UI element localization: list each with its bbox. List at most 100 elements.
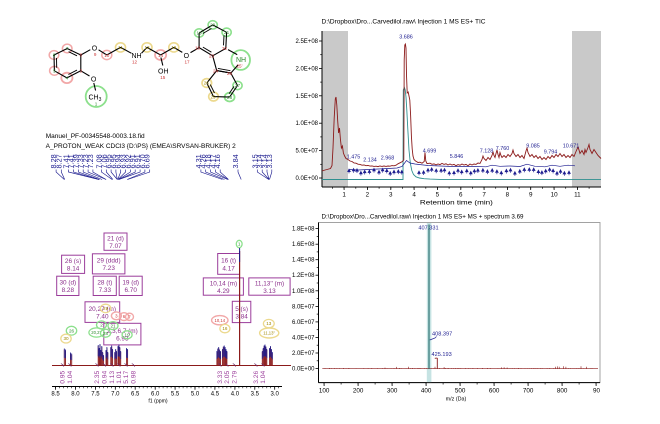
- svg-text:16: 16: [222, 326, 228, 331]
- svg-text:8.14: 8.14: [67, 266, 80, 273]
- svg-text:6.70: 6.70: [124, 287, 137, 294]
- svg-text:7.06: 7.06: [99, 154, 108, 168]
- svg-text:26: 26: [204, 81, 210, 86]
- svg-text:3: 3: [80, 69, 83, 74]
- svg-text:27: 27: [235, 83, 241, 88]
- svg-text:4.17: 4.17: [208, 154, 217, 168]
- svg-text:D:\Dropbox\Dro...Carvedilol.ra: D:\Dropbox\Dro...Carvedilol.raw\ Injecti…: [322, 214, 524, 221]
- svg-text:2: 2: [100, 323, 103, 328]
- svg-text:26: 26: [69, 328, 75, 333]
- svg-text:1.8E+08: 1.8E+08: [292, 227, 315, 233]
- svg-text:8.5: 8.5: [51, 391, 60, 397]
- svg-text:O: O: [184, 53, 190, 60]
- svg-text:4: 4: [66, 76, 69, 81]
- svg-text:7.39: 7.39: [71, 154, 80, 168]
- svg-text:19: 19: [125, 332, 131, 337]
- svg-text:6.0E+07: 6.0E+07: [292, 320, 315, 326]
- svg-text:21 (d): 21 (d): [107, 236, 124, 243]
- svg-text:90: 90: [593, 387, 601, 394]
- svg-text:0.95: 0.95: [59, 371, 66, 384]
- svg-text:400: 400: [421, 387, 432, 394]
- svg-text:15: 15: [160, 75, 166, 80]
- svg-text:25: 25: [227, 71, 233, 76]
- svg-text:4.0E+07: 4.0E+07: [292, 335, 315, 341]
- svg-text:408.397: 408.397: [432, 332, 452, 338]
- svg-text:2.0E+07: 2.0E+07: [292, 351, 315, 357]
- svg-text:4.18: 4.18: [204, 154, 213, 168]
- svg-text:O: O: [91, 77, 97, 84]
- svg-text:3.686: 3.686: [399, 35, 413, 41]
- svg-text:1.6E+08: 1.6E+08: [292, 242, 315, 248]
- svg-text:9: 9: [529, 192, 533, 199]
- svg-text:9.085: 9.085: [526, 144, 540, 150]
- svg-text:3.5: 3.5: [251, 391, 260, 397]
- svg-text:5.17: 5.17: [123, 371, 130, 384]
- svg-text:7.07: 7.07: [109, 243, 122, 250]
- svg-text:5.846: 5.846: [450, 154, 464, 160]
- svg-text:3: 3: [389, 192, 393, 199]
- svg-text:25': 25': [237, 64, 243, 69]
- svg-text:7.5: 7.5: [91, 391, 100, 397]
- svg-text:8.0E+07: 8.0E+07: [292, 304, 315, 310]
- svg-text:6.93: 6.93: [119, 154, 128, 168]
- svg-text:1.01: 1.01: [116, 371, 123, 384]
- svg-text:8.28: 8.28: [62, 287, 75, 294]
- svg-text:300: 300: [387, 387, 398, 394]
- svg-text:4.16: 4.16: [213, 154, 222, 168]
- svg-text:7.33: 7.33: [99, 287, 112, 294]
- svg-text:18: 18: [195, 45, 201, 50]
- svg-text:NH: NH: [236, 57, 246, 64]
- svg-text:1.04: 1.04: [260, 371, 267, 384]
- svg-text:5.5: 5.5: [171, 391, 180, 397]
- svg-text:3.14: 3.14: [255, 154, 264, 168]
- svg-text:1.0E+08: 1.0E+08: [295, 121, 318, 127]
- svg-text:5.0E+07: 5.0E+07: [295, 149, 318, 155]
- svg-text:Manuel_PF-00345548-0003.18.fid: Manuel_PF-00345548-0003.18.fid: [46, 133, 145, 140]
- svg-text:5 (s): 5 (s): [235, 306, 248, 313]
- svg-text:7.41: 7.41: [61, 154, 70, 168]
- svg-text:2.134: 2.134: [363, 158, 377, 164]
- svg-text:11: 11: [574, 192, 581, 199]
- svg-text:20: 20: [210, 23, 216, 28]
- svg-text:11,13'' (m): 11,13'' (m): [255, 280, 284, 287]
- svg-text:19: 19: [197, 31, 203, 36]
- svg-text:29: 29: [103, 306, 109, 311]
- svg-text:19 (d): 19 (d): [122, 280, 139, 287]
- svg-text:13: 13: [144, 45, 150, 50]
- svg-text:1.13: 1.13: [109, 371, 116, 384]
- svg-text:3: 3: [115, 313, 118, 318]
- svg-text:4.17: 4.17: [222, 265, 235, 272]
- svg-text:7.128: 7.128: [480, 149, 494, 155]
- svg-text:0.94: 0.94: [101, 371, 108, 384]
- svg-text:7.23: 7.23: [102, 265, 115, 272]
- svg-text:1.5E+08: 1.5E+08: [295, 94, 318, 100]
- svg-text:4.26: 4.26: [199, 154, 208, 168]
- svg-text:3.0: 3.0: [271, 391, 280, 397]
- svg-text:6.5: 6.5: [131, 391, 140, 397]
- svg-text:2,3,6,7 (m): 2,3,6,7 (m): [107, 328, 138, 335]
- svg-text:600: 600: [489, 387, 500, 394]
- svg-text:D:\Dropbox\Dro...Carvedilol.ra: D:\Dropbox\Dro...Carvedilol.raw\ Injecti…: [322, 19, 486, 26]
- svg-text:3.84: 3.84: [235, 313, 248, 320]
- svg-text:28: 28: [227, 95, 233, 100]
- svg-text:7.08: 7.08: [94, 154, 103, 168]
- svg-text:100: 100: [319, 387, 330, 394]
- svg-text:6.95: 6.95: [109, 154, 118, 168]
- svg-text:23: 23: [209, 54, 215, 59]
- svg-text:20,27 (m): 20,27 (m): [89, 306, 116, 313]
- svg-text:11,13'': 11,13'': [263, 331, 275, 336]
- svg-text:7.23: 7.23: [81, 154, 90, 168]
- svg-text:800: 800: [557, 387, 568, 394]
- svg-text:7.33: 7.33: [76, 154, 85, 168]
- svg-text:2: 2: [366, 192, 370, 199]
- svg-text:4.0: 4.0: [231, 391, 240, 397]
- svg-text:f1 (ppm): f1 (ppm): [148, 399, 168, 405]
- svg-text:1.475: 1.475: [347, 155, 361, 161]
- svg-text:3.26: 3.26: [253, 371, 260, 384]
- svg-text:6.69: 6.69: [143, 154, 152, 168]
- svg-text:OH: OH: [158, 68, 169, 75]
- svg-text:0.98: 0.98: [130, 371, 137, 384]
- svg-text:7: 7: [482, 192, 486, 199]
- svg-text:5: 5: [436, 192, 440, 199]
- svg-text:6.92: 6.92: [123, 154, 132, 168]
